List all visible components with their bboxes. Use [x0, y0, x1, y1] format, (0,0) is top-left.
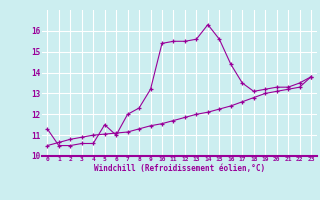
X-axis label: Windchill (Refroidissement éolien,°C): Windchill (Refroidissement éolien,°C) [94, 164, 265, 173]
